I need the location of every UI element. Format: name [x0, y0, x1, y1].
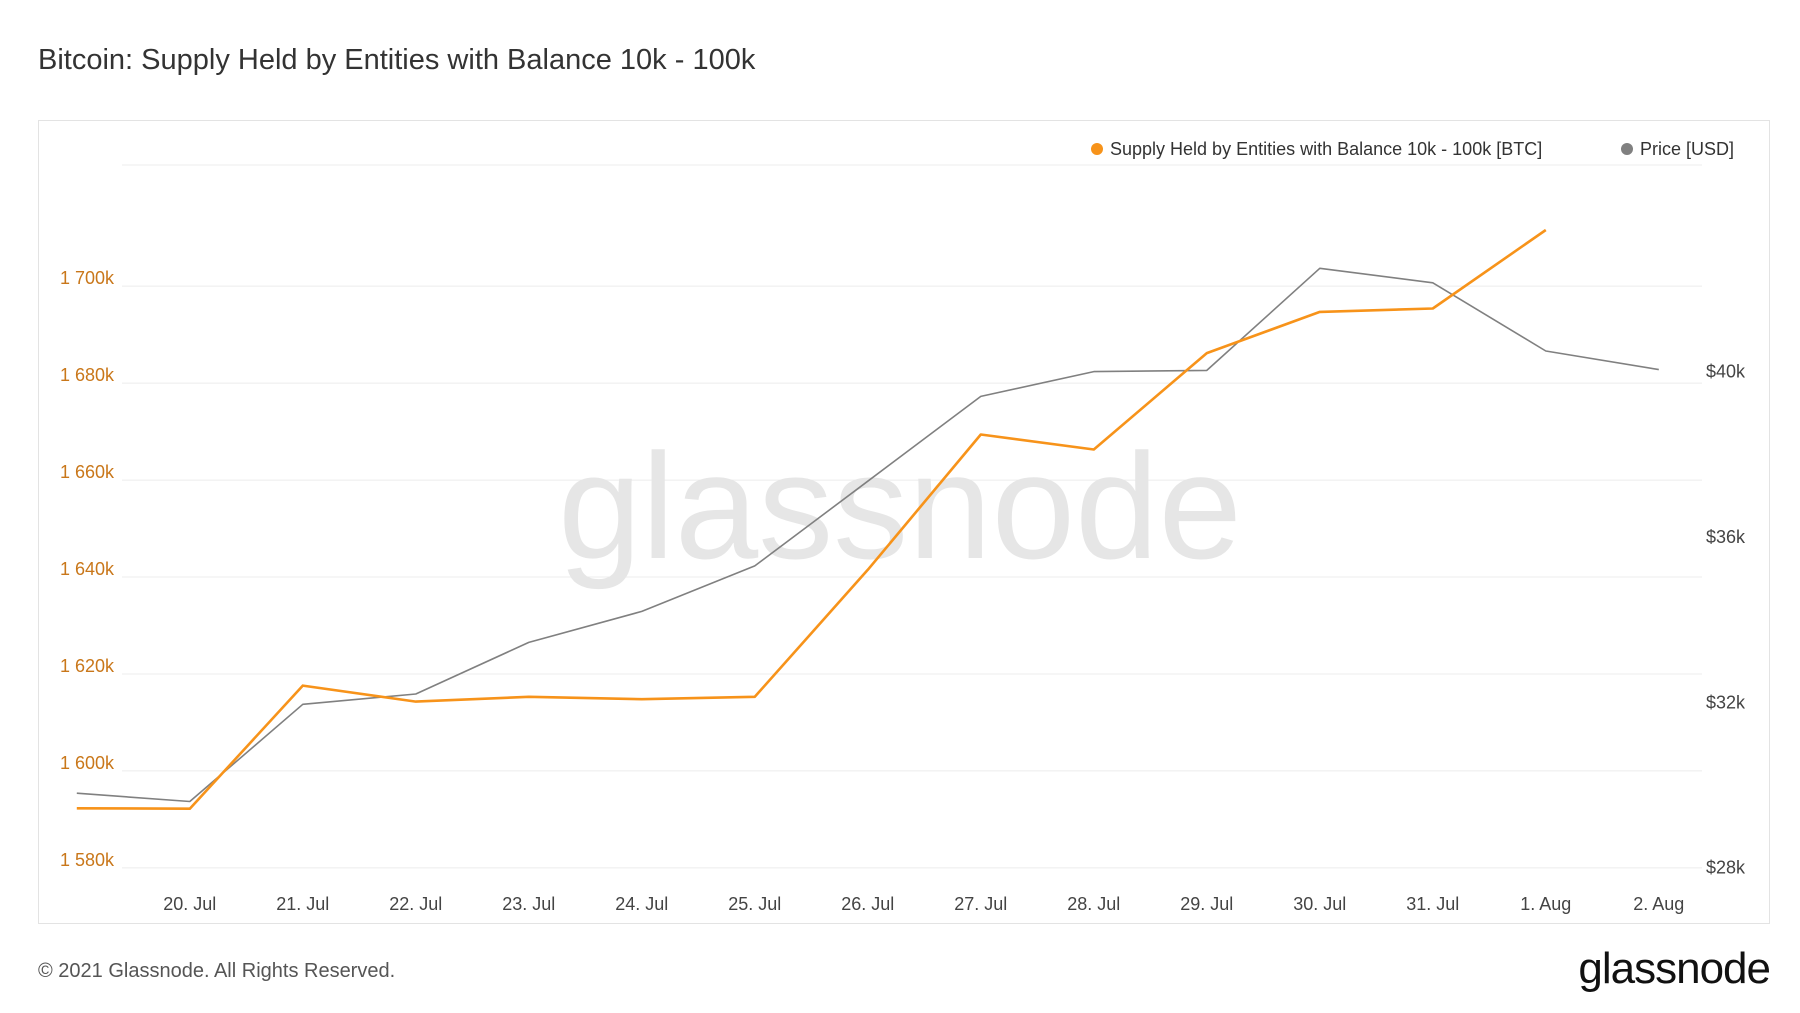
- x-axis-tick-label: 29. Jul: [1180, 894, 1233, 914]
- right-axis-tick-label: $36k: [1706, 527, 1746, 547]
- x-axis-tick-label: 21. Jul: [276, 894, 329, 914]
- legend-marker-supply[interactable]: [1091, 143, 1103, 155]
- x-axis-tick-label: 2. Aug: [1633, 894, 1684, 914]
- x-axis-tick-label: 26. Jul: [841, 894, 894, 914]
- x-axis-tick-label: 27. Jul: [954, 894, 1007, 914]
- legend-label-supply[interactable]: Supply Held by Entities with Balance 10k…: [1110, 139, 1542, 159]
- left-axis-tick-label: 1 600k: [60, 753, 115, 773]
- right-axis-tick-label: $32k: [1706, 692, 1746, 712]
- left-axis-tick-label: 1 700k: [60, 268, 115, 288]
- x-axis-tick-label: 31. Jul: [1406, 894, 1459, 914]
- right-axis-ticks: $28k $32k $36k $40k: [1706, 362, 1746, 878]
- x-axis-tick-label: 28. Jul: [1067, 894, 1120, 914]
- legend: Supply Held by Entities with Balance 10k…: [1091, 139, 1734, 159]
- x-axis-tick-label: 25. Jul: [728, 894, 781, 914]
- series-lines: [76, 228, 1659, 811]
- left-axis-ticks: 1 580k 1 600k 1 620k 1 640k 1 660k 1 680k 1 70…: [60, 268, 115, 870]
- x-axis-ticks: 20. Jul 21. Jul 22. Jul 23. Jul 24. Jul 25. J…: [163, 894, 1684, 914]
- price-series-line[interactable]: [76, 267, 1659, 803]
- x-axis-tick-label: 24. Jul: [615, 894, 668, 914]
- right-axis-tick-label: $28k: [1706, 858, 1746, 878]
- left-axis-tick-label: 1 660k: [60, 462, 115, 482]
- x-axis-tick-label: 30. Jul: [1293, 894, 1346, 914]
- supply-series-line[interactable]: [76, 228, 1547, 811]
- left-axis-tick-label: 1 640k: [60, 559, 115, 579]
- left-axis-tick-label: 1 680k: [60, 365, 115, 385]
- copyright-text: © 2021 Glassnode. All Rights Reserved.: [38, 960, 396, 982]
- left-axis-tick-label: 1 580k: [60, 850, 115, 870]
- legend-marker-price[interactable]: [1621, 143, 1633, 155]
- x-axis-tick-label: 23. Jul: [502, 894, 555, 914]
- page-title: Bitcoin: Supply Held by Entities with Ba…: [38, 44, 756, 76]
- x-axis-tick-label: 20. Jul: [163, 894, 216, 914]
- watermark-text: glassnode: [558, 422, 1242, 590]
- chart-frame: [38, 120, 1770, 924]
- left-axis-tick-label: 1 620k: [60, 656, 115, 676]
- right-axis-tick-label: $40k: [1706, 362, 1746, 382]
- glassnode-logo[interactable]: glassnode: [1578, 944, 1771, 993]
- x-axis-tick-label: 22. Jul: [389, 894, 442, 914]
- legend-label-price[interactable]: Price [USD]: [1640, 139, 1734, 159]
- x-axis-tick-label: 1. Aug: [1520, 894, 1571, 914]
